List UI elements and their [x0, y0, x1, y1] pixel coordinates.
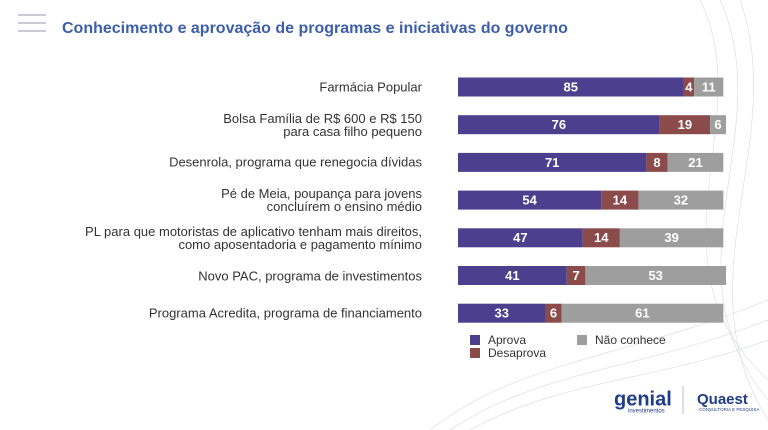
bar-segment — [694, 77, 724, 97]
bar-segment — [545, 303, 562, 323]
logo-quaest: Quaest — [697, 391, 748, 408]
bar-segment — [582, 228, 620, 248]
category-label: Pé de Meia, poupança para jovens concluí… — [221, 186, 422, 215]
logo-quaest-sub: CONSULTORIA E PESQUISA — [699, 407, 759, 412]
legend-swatch — [470, 335, 480, 345]
category-label: Bolsa Família de R$ 600 e R$ 150 para ca… — [223, 110, 422, 139]
value-label: 8 — [653, 155, 660, 170]
bar-segment — [458, 266, 567, 285]
value-label: 6 — [714, 117, 721, 132]
bar-segment — [667, 152, 724, 172]
bar-segment — [638, 190, 724, 210]
value-label: 85 — [564, 79, 578, 94]
bar-segment — [710, 115, 726, 135]
bar-segment — [683, 77, 695, 97]
category-label: Desenrola, programa que renegocia dívida… — [169, 154, 422, 170]
logo-genial-sub: investimentos — [628, 409, 665, 415]
bar-segment — [566, 266, 586, 285]
value-label: 39 — [664, 230, 678, 245]
bar-segment — [458, 228, 583, 248]
value-label: 6 — [550, 306, 557, 321]
value-label: 19 — [678, 117, 692, 132]
category-label: Farmácia Popular — [319, 79, 422, 95]
value-label: 11 — [702, 79, 716, 94]
bar-segment — [458, 115, 660, 135]
value-label: 41 — [505, 268, 519, 283]
logo-genial: genial — [614, 388, 672, 410]
bar-segment — [619, 228, 724, 248]
legend-label: Desaprova — [488, 346, 546, 360]
bar-segment — [561, 303, 724, 323]
value-label: 53 — [648, 268, 662, 283]
bar-segment — [458, 77, 684, 97]
dots — [18, 14, 46, 32]
legend-label: Aprova — [488, 333, 526, 347]
value-label: 76 — [552, 117, 566, 132]
legend-swatch — [577, 335, 587, 345]
bar-segment — [646, 152, 668, 172]
category-label: Programa Acredita, programa de financiam… — [148, 305, 422, 321]
decoration — [429, 0, 768, 430]
category-label: PL para que motoristas de aplicativo ten… — [85, 223, 422, 252]
legend-label: Não conhece — [595, 333, 666, 347]
bar-segment — [458, 303, 546, 323]
bar-segment — [458, 152, 647, 172]
value-label: 61 — [635, 306, 649, 321]
value-label: 47 — [513, 230, 527, 245]
value-label: 71 — [545, 155, 559, 170]
value-label: 7 — [572, 268, 579, 283]
value-label: 14 — [594, 230, 609, 245]
bar-segment — [659, 115, 711, 135]
bar-segment — [601, 190, 639, 210]
value-label: 54 — [522, 193, 537, 208]
value-label: 21 — [688, 155, 702, 170]
bar-segment — [458, 190, 602, 210]
chart-title: Conhecimento e aprovação de programas e … — [62, 20, 568, 37]
legend-swatch — [470, 348, 480, 358]
value-label: 33 — [495, 306, 509, 321]
value-label: 14 — [613, 193, 628, 208]
category-label: Novo PAC, programa de investimentos — [198, 268, 422, 283]
bar-segment — [585, 266, 726, 285]
value-label: 4 — [685, 79, 693, 94]
value-label: 32 — [674, 193, 688, 208]
